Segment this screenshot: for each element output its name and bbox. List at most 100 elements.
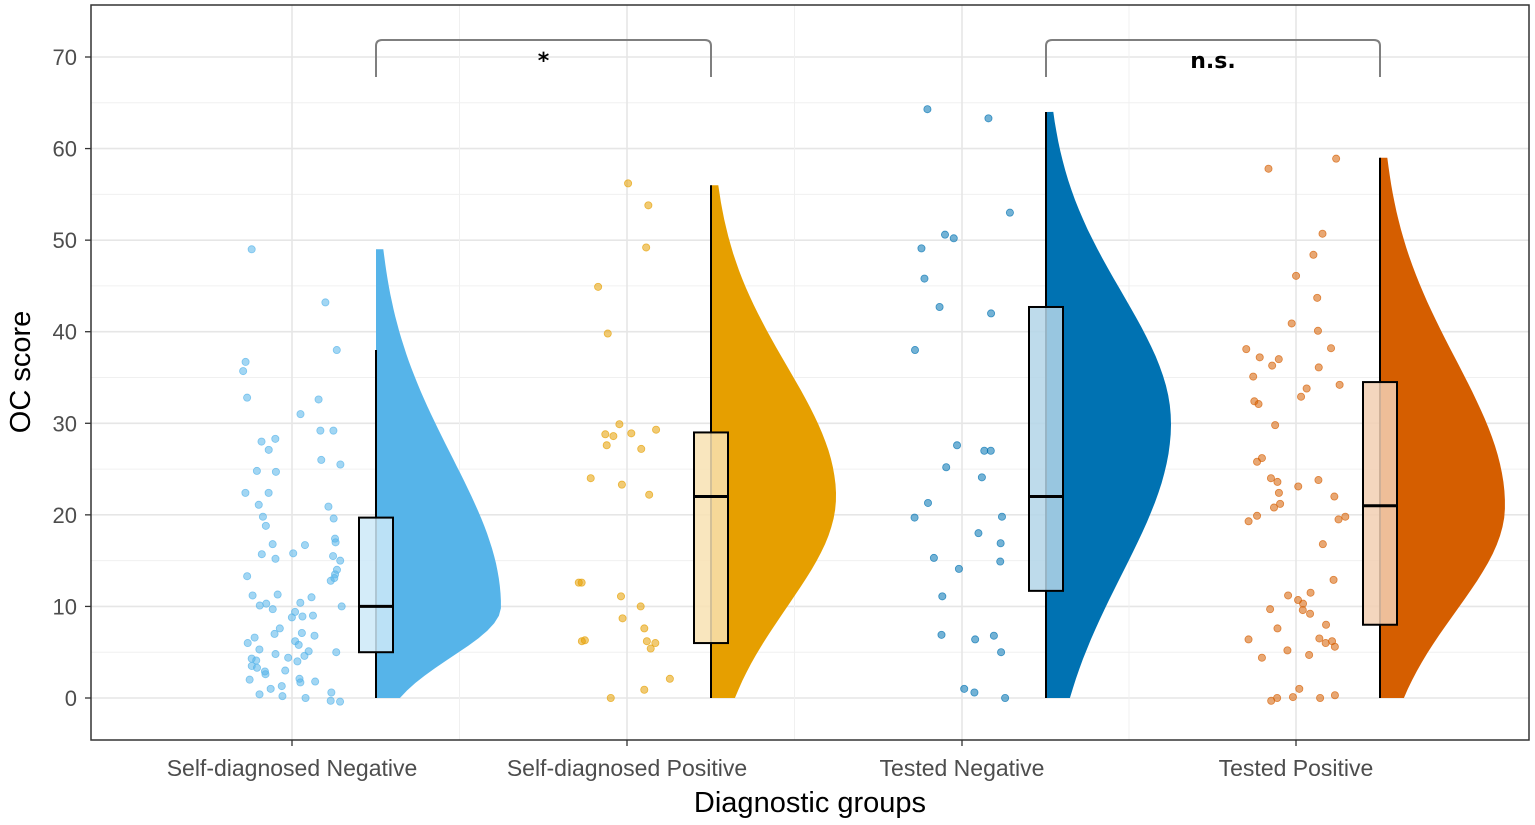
data-point [1271,421,1280,430]
data-point [977,473,986,482]
data-point [296,598,305,607]
data-point [1318,229,1327,238]
grid-lines [91,5,1529,740]
data-point [1242,345,1251,354]
data-point [1314,363,1323,372]
data-point [923,498,932,507]
x-tick-label: Self-diagnosed Negative [167,755,418,781]
data-point [270,629,279,638]
data-point [910,513,919,522]
data-point [996,557,1005,566]
data-point [1264,164,1273,173]
data-point [1284,591,1293,600]
data-point [971,635,980,644]
data-point [665,674,674,683]
density-cloud [711,185,836,698]
data-point [264,488,273,497]
data-point [1274,355,1283,364]
data-point [1318,540,1327,549]
data-point [615,420,624,429]
data-point [1306,609,1315,618]
density-cloud [1046,111,1171,698]
box [1362,381,1398,626]
data-point [606,694,615,703]
y-tick-label: 70 [53,45,77,70]
data-point [574,578,583,587]
data-point [935,302,944,311]
data-point [1322,620,1331,629]
data-point [1295,684,1304,693]
data-point [1253,511,1262,520]
data-point [1292,271,1301,280]
data-point [642,243,651,252]
data-point [1298,606,1307,615]
data-point [1313,293,1322,302]
data-point [942,463,951,472]
data-point [314,395,323,404]
data-point [241,488,250,497]
data-point [911,346,920,355]
data-point [1329,575,1338,584]
significance-bracket [375,39,712,77]
data-point [1313,326,1322,335]
data-point [1273,624,1282,633]
group-0 [239,245,501,706]
data-point [594,282,603,291]
x-tick-label: Tested Positive [1219,755,1374,781]
axes: 0 10 20 30 40 50 60 70 Self-diagnosed Negative Se… [53,45,1374,781]
data-point [1266,474,1275,483]
data-point [652,425,661,434]
data-point [997,512,1006,521]
data-point [1330,492,1339,501]
data-point [307,593,316,602]
data-point [248,591,257,600]
data-point [255,690,264,699]
data-point [1266,605,1275,614]
data-point [332,346,341,355]
data-point [1306,588,1315,597]
data-point [640,685,649,694]
data-point [329,426,338,435]
data-point [1288,693,1297,702]
data-point [1287,319,1296,328]
data-point [257,437,266,446]
data-point [996,539,1005,548]
data-point [923,105,932,114]
data-point [1330,691,1339,700]
data-point [577,637,586,646]
data-point [929,553,938,562]
data-point [617,480,626,489]
data-point [298,612,307,621]
significance-label: * [538,49,550,74]
data-point [640,624,649,633]
data-point [636,602,645,611]
data-point [624,179,633,188]
data-point [271,434,280,443]
data-point [1276,499,1285,508]
data-point [243,572,252,581]
x-tick-label: Self-diagnosed Positive [507,755,747,781]
data-point [301,694,310,703]
data-point [271,650,280,659]
y-tick-label: 60 [53,137,77,162]
significance-label: n.s. [1190,49,1235,74]
data-point [300,651,309,660]
data-point [1315,634,1324,643]
data-point [255,645,264,654]
data-point [1268,361,1277,370]
plot-area: * n.s. [239,39,1505,706]
data-point [941,230,950,239]
data-point [1255,353,1264,362]
data-point [329,552,338,561]
data-point [262,599,271,608]
data-point [257,550,266,559]
data-point [264,445,273,454]
data-point [1254,400,1263,409]
panel-border [90,4,1530,741]
data-point [645,490,654,499]
data-point [1305,650,1314,659]
data-point [255,601,264,610]
data-point [618,614,627,623]
data-point [644,201,653,210]
